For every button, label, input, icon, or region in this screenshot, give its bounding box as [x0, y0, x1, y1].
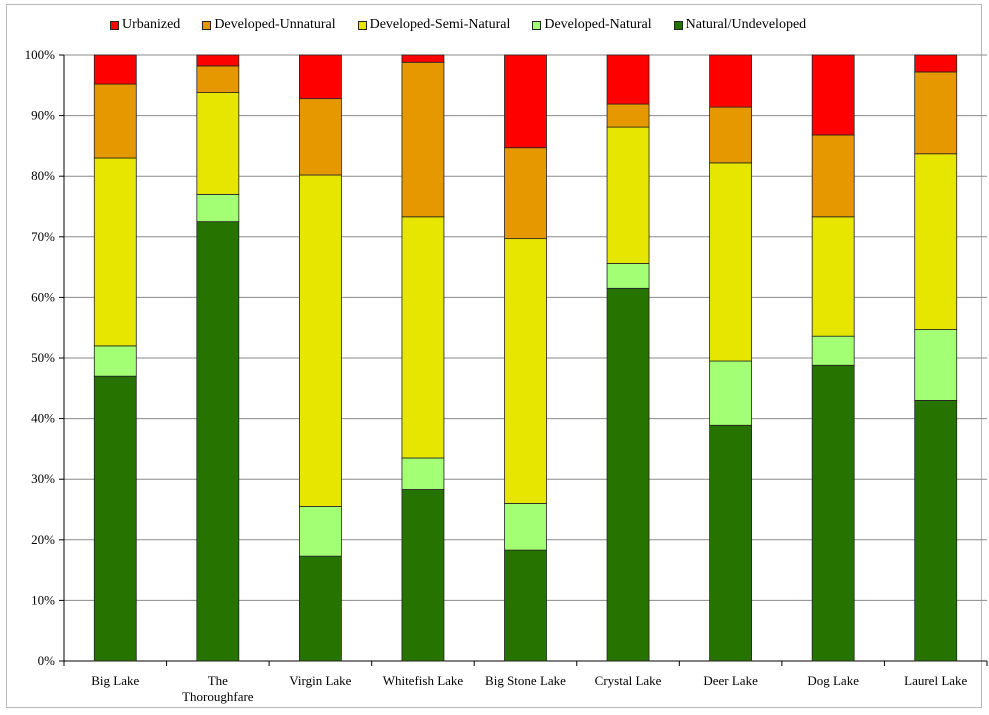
- bar-segment-natural-undeveloped-the-thoroughfare: [196, 221, 240, 662]
- bar-segment-developed-semi-natural-big-lake: [93, 157, 137, 347]
- bar-segment-urbanized-laurel-lake: [914, 54, 958, 73]
- legend-label: Developed-Unnatural: [214, 17, 336, 32]
- bar-segment-natural-undeveloped-big-stone-lake: [504, 549, 547, 662]
- bar-segment-developed-unnatural-virgin-lake: [298, 98, 342, 176]
- x-tick-label: Whitefish Lake: [383, 673, 464, 688]
- legend-label: Developed-Natural: [544, 17, 652, 32]
- bar-segment-developed-semi-natural-the-thoroughfare: [196, 92, 240, 195]
- x-tick-label: Big Stone Lake: [485, 673, 566, 688]
- x-tick-label: Laurel Lake: [904, 673, 967, 688]
- y-tick-label: 80%: [31, 168, 55, 183]
- bar-segment-urbanized-big-stone-lake: [504, 54, 547, 149]
- x-tick-label: Big Lake: [91, 673, 139, 688]
- bar-segment-urbanized-dog-lake: [811, 54, 855, 136]
- x-tick-label: The Thoroughfare: [182, 673, 254, 704]
- bar-segment-developed-unnatural-crystal-lake: [606, 103, 650, 128]
- bar-segment-natural-undeveloped-virgin-lake: [298, 555, 342, 662]
- bar-segment-urbanized-whitefish-lake: [401, 54, 445, 63]
- bar-segment-natural-undeveloped-big-lake: [93, 375, 137, 662]
- legend-label: Urbanized: [122, 17, 181, 32]
- x-tick-label: Crystal Lake: [595, 673, 662, 688]
- y-tick-label: 40%: [31, 411, 55, 426]
- bar-segment-urbanized-big-lake: [93, 54, 137, 85]
- bar-segment-developed-natural-whitefish-lake: [401, 457, 445, 490]
- legend-item-developed-unnatural: Developed-Unnatural: [202, 17, 336, 33]
- bar-segment-developed-semi-natural-laurel-lake: [914, 153, 958, 330]
- legend-item-natural-undeveloped: Natural/Undeveloped: [673, 17, 807, 33]
- chart-frame: [6, 4, 982, 708]
- legend-swatch: [357, 20, 367, 30]
- bar-segment-natural-undeveloped-deer-lake: [709, 424, 753, 662]
- bar-segment-developed-natural-big-stone-lake: [504, 503, 547, 551]
- legend-swatch: [532, 20, 542, 30]
- bar-segment-developed-semi-natural-dog-lake: [811, 216, 855, 337]
- y-tick-label: 60%: [31, 289, 55, 304]
- x-tick-label: Virgin Lake: [289, 673, 351, 688]
- bar-segment-developed-natural-virgin-lake: [298, 506, 342, 557]
- y-tick-label: 0%: [38, 653, 56, 668]
- legend-label: Natural/Undeveloped: [685, 17, 807, 32]
- bar-segment-natural-undeveloped-dog-lake: [811, 364, 855, 662]
- x-tick-label: Dog Lake: [807, 673, 859, 688]
- legend-label: Developed-Semi-Natural: [369, 17, 511, 32]
- y-tick-label: 30%: [31, 471, 55, 486]
- y-tick-label: 10%: [31, 592, 55, 607]
- bar-segment-developed-natural-big-lake: [93, 345, 137, 377]
- y-tick-label: 50%: [31, 350, 55, 365]
- x-tick-label: Deer Lake: [703, 673, 758, 688]
- bar-segment-developed-semi-natural-crystal-lake: [606, 126, 650, 264]
- legend-item-developed-semi-natural: Developed-Semi-Natural: [357, 17, 511, 33]
- legend-swatch: [202, 20, 212, 30]
- y-tick-label: 20%: [31, 532, 55, 547]
- y-tick-label: 90%: [31, 108, 55, 123]
- legend-item-developed-natural: Developed-Natural: [532, 17, 652, 33]
- bar-segment-developed-semi-natural-deer-lake: [709, 162, 753, 362]
- bar-segment-developed-unnatural-the-thoroughfare: [196, 65, 240, 93]
- bar-segment-developed-unnatural-laurel-lake: [914, 71, 958, 155]
- bar-segment-natural-undeveloped-crystal-lake: [606, 287, 650, 662]
- legend-swatch: [673, 20, 683, 30]
- bar-segment-urbanized-deer-lake: [709, 54, 753, 108]
- bar-segment-developed-natural-dog-lake: [811, 335, 855, 366]
- bar-segment-developed-semi-natural-whitefish-lake: [401, 216, 445, 459]
- legend-item-urbanized: Urbanized: [110, 17, 180, 33]
- y-tick-label: 100%: [25, 47, 56, 62]
- bar-segment-developed-natural-the-thoroughfare: [196, 193, 240, 223]
- bar-segment-urbanized-the-thoroughfare: [196, 54, 240, 67]
- chart-legend: Urbanized Developed-Unnatural Developed-Se…: [110, 14, 828, 36]
- bar-segment-developed-natural-crystal-lake: [606, 263, 650, 289]
- bar-segment-urbanized-virgin-lake: [298, 54, 342, 100]
- bar-segment-developed-unnatural-big-lake: [93, 83, 137, 159]
- bar-segment-developed-unnatural-big-stone-lake: [504, 147, 547, 240]
- bar-segment-natural-undeveloped-laurel-lake: [914, 400, 958, 662]
- y-tick-label: 70%: [31, 229, 55, 244]
- bar-segment-developed-semi-natural-virgin-lake: [298, 174, 342, 507]
- bar-segment-developed-unnatural-dog-lake: [811, 134, 855, 218]
- bar-segment-natural-undeveloped-whitefish-lake: [401, 489, 445, 662]
- bar-segment-urbanized-crystal-lake: [606, 54, 650, 105]
- bar-segment-developed-semi-natural-big-stone-lake: [504, 238, 547, 504]
- bar-segment-developed-unnatural-deer-lake: [709, 106, 753, 164]
- bar-segment-developed-natural-laurel-lake: [914, 329, 958, 401]
- bar-segment-developed-unnatural-whitefish-lake: [401, 61, 445, 218]
- bar-segment-developed-natural-deer-lake: [709, 360, 753, 426]
- legend-swatch: [110, 20, 119, 30]
